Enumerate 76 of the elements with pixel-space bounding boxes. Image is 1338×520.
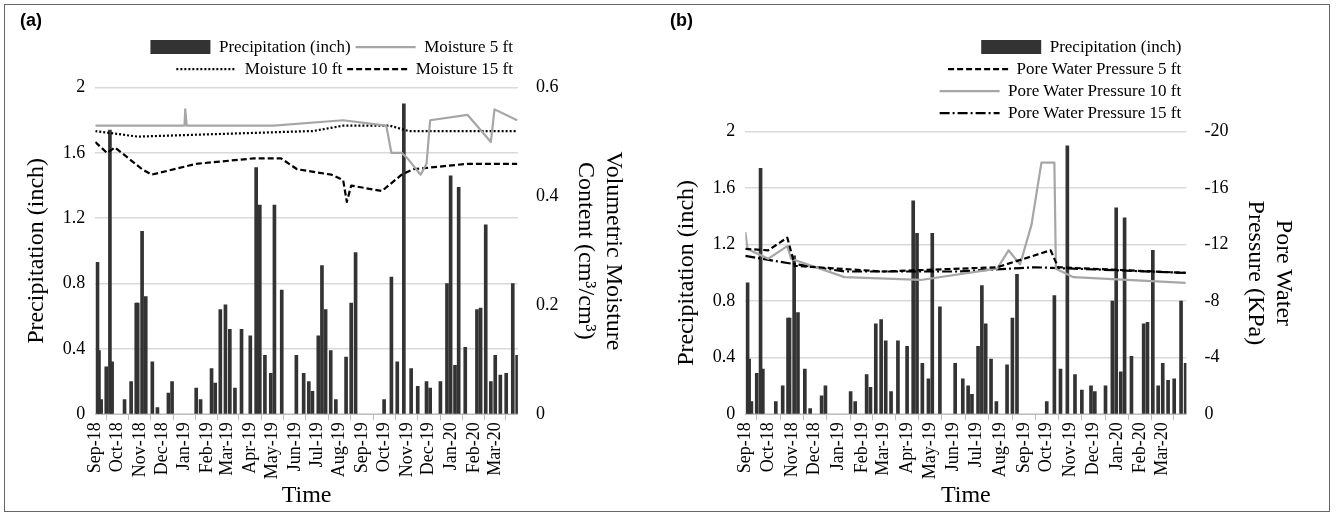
x-tick-label: Mar-19 [216,422,237,476]
legend-label: Moisture 5 ft [424,36,514,56]
x-tick-label: Oct-18 [756,422,777,473]
x-tick-label: Nov-18 [128,422,149,478]
x-tick-label: Oct-19 [1035,422,1056,473]
y2-tick-label: 0.4 [535,185,559,206]
x-tick-label: Jul-19 [965,422,986,468]
chart-title: (b) [670,9,693,30]
y-tick-label: 0 [76,402,86,423]
x-tick-label: Nov-19 [395,422,416,478]
x-tick-label: Mar-20 [1151,422,1172,476]
x-tick-label: Jun-19 [942,422,963,472]
x-tick-label: Jun-19 [283,422,304,472]
y-tick-label: 2 [76,76,86,97]
x-tick-label: Dec-18 [803,422,824,476]
chart-title: (a) [20,9,42,30]
legend-label: Moisture 15 ft [415,58,514,78]
x-tick-label: Dec-19 [417,422,438,476]
y2-axis-title: Pore Water Pressure (KPa) [1243,200,1299,346]
y-tick-label: 1.2 [62,206,86,227]
x-tick-label: Nov-19 [1059,422,1080,478]
y-tick-label: 1.2 [712,233,736,254]
x-tick-label: Sep-19 [1012,422,1033,474]
y-tick-label: 0.8 [62,272,86,293]
y-tick-label: 0.4 [712,346,736,367]
x-tick-label: Dec-18 [150,422,171,476]
x-tick-label: May-19 [260,422,281,480]
x-tick-label: Mar-20 [483,422,504,476]
x-tick-label: Apr-19 [895,422,916,474]
x-tick-label: Aug-19 [988,422,1009,478]
x-tick-label: Oct-19 [372,422,393,473]
x-tick-label: Jan-20 [440,422,461,471]
x-tick-label: Feb-20 [1129,422,1150,474]
x-tick-label: Feb-19 [850,422,871,474]
y2-tick-label: -12 [1204,233,1229,254]
y-tick-label: 2 [726,120,736,141]
y-tick-label: 0 [726,402,736,423]
y-axis-title: Precipitation (inch) [21,157,48,344]
x-tick-label: Nov-18 [780,422,801,478]
legend-label: Pore Water Pressure 5 ft [1016,58,1182,78]
x-tick-label: Jan-19 [173,422,194,471]
legend-label: Pore Water Pressure 10 ft [1008,80,1182,100]
y2-tick-label: 0.6 [535,76,559,97]
legend-label: Precipitation (inch) [1049,36,1182,56]
x-tick-label: Sep-18 [84,422,105,474]
y2-tick-label: -4 [1204,346,1220,367]
legend-label: Moisture 10 ft [244,58,343,78]
legend-label: Pore Water Pressure 15 ft [1008,102,1182,122]
x-tick-label: Sep-19 [350,422,371,474]
x-axis-title: Time [281,480,332,507]
x-tick-label: May-19 [918,422,939,480]
y2-tick-label: 0 [1204,402,1214,423]
y-axis-title: Precipitation (inch) [671,179,698,366]
x-axis-title: Time [940,480,991,507]
x-tick-label: Mar-19 [872,422,893,476]
x-tick-label: Sep-18 [734,422,755,474]
y2-tick-label: -16 [1204,176,1229,197]
x-tick-label: Aug-19 [328,422,349,478]
y-tick-label: 0.8 [712,289,736,310]
y-tick-label: 1.6 [62,141,86,162]
x-tick-label: Oct-18 [105,422,126,473]
x-tick-label: Jan-19 [827,422,848,471]
x-tick-label: Jul-19 [305,422,326,468]
x-tick-label: Jan-20 [1105,422,1126,471]
legend-label: Precipitation (inch) [218,36,351,56]
x-tick-label: Feb-20 [462,422,483,474]
y-tick-label: 0.4 [62,337,86,358]
x-tick-label: Apr-19 [239,422,260,474]
y2-tick-label: 0 [535,402,545,423]
y2-tick-label: -20 [1204,120,1229,141]
y-tick-label: 1.6 [712,176,736,197]
y2-tick-label: 0.2 [535,294,559,315]
y2-tick-label: -8 [1204,289,1220,310]
x-tick-label: Feb-19 [195,422,216,474]
y2-axis-title: Volumetric Moisture Content (cm³/cm³) [573,151,629,351]
x-tick-label: Dec-19 [1082,422,1103,476]
